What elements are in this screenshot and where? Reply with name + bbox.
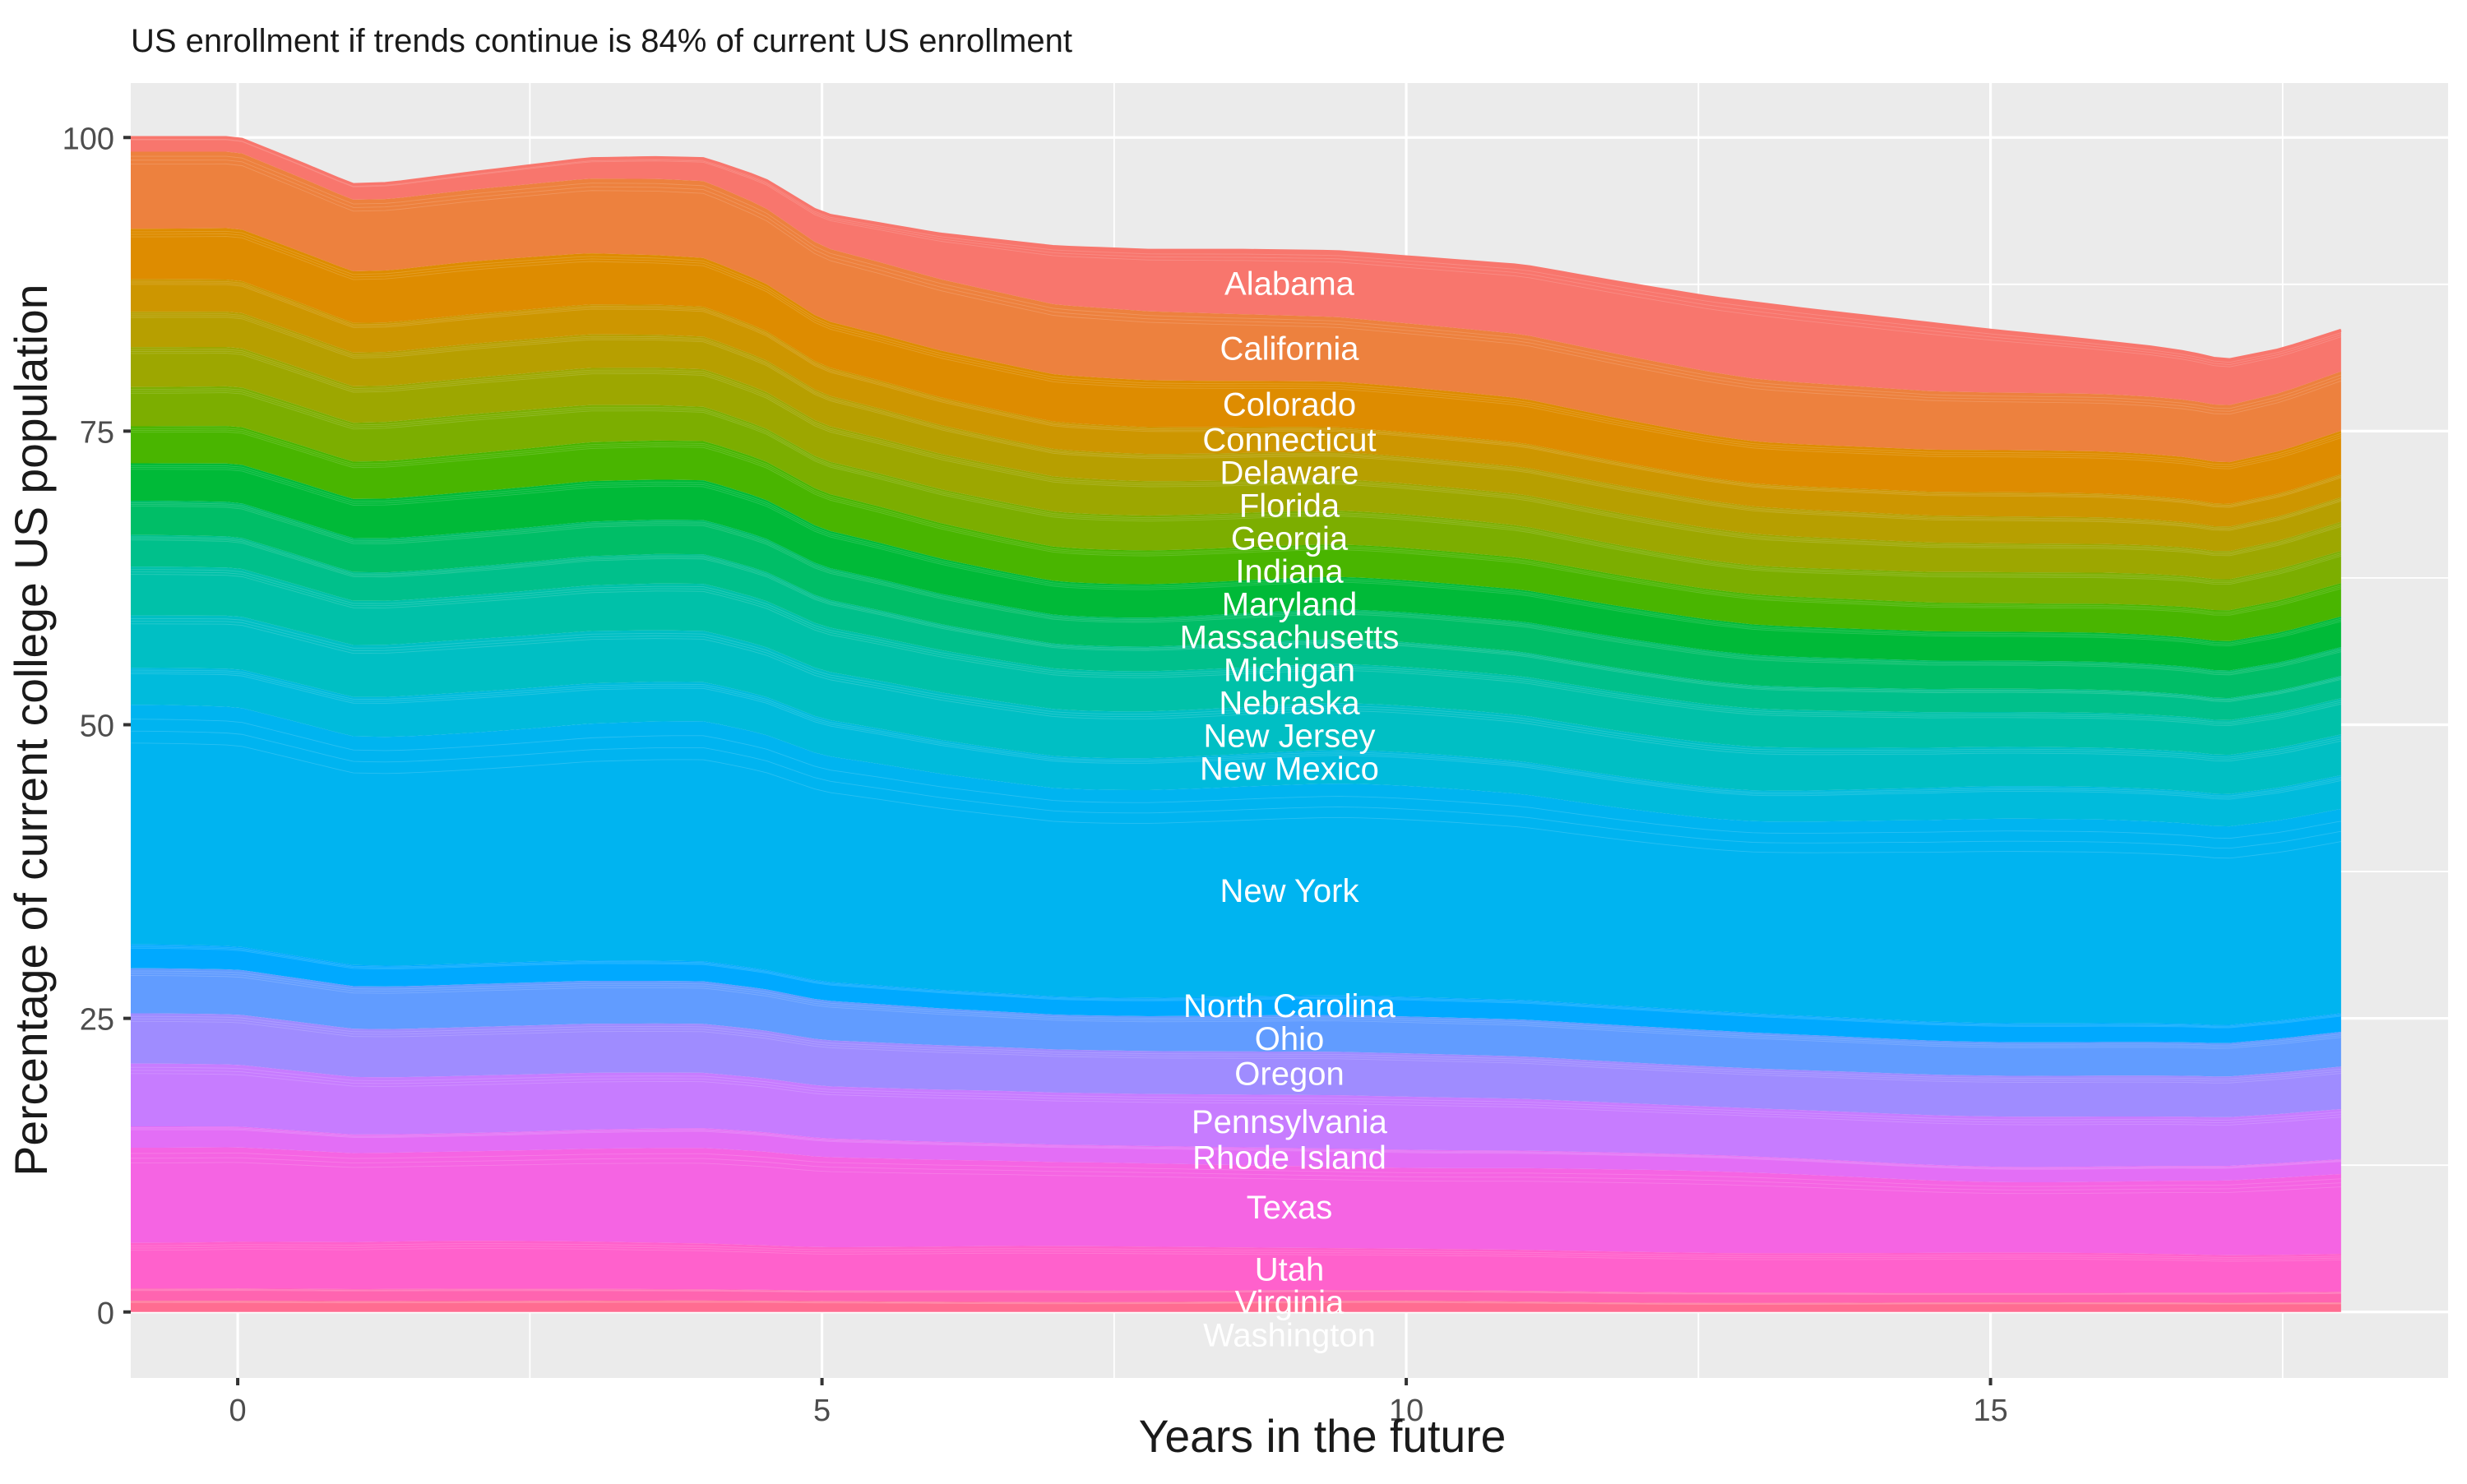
svg-text:Oregon: Oregon <box>1234 1056 1344 1092</box>
svg-text:Texas: Texas <box>1247 1190 1333 1226</box>
svg-text:Utah: Utah <box>1255 1251 1325 1288</box>
svg-text:New Mexico: New Mexico <box>1200 751 1379 788</box>
svg-text:0: 0 <box>97 1297 114 1331</box>
svg-text:100: 100 <box>62 122 114 156</box>
svg-text:15: 15 <box>1973 1394 2007 1428</box>
svg-text:California: California <box>1220 331 1359 368</box>
svg-text:Pennsylvania: Pennsylvania <box>1192 1104 1388 1140</box>
svg-text:Alabama: Alabama <box>1224 266 1355 303</box>
svg-text:Connecticut: Connecticut <box>1202 423 1376 459</box>
svg-text:Virginia: Virginia <box>1235 1284 1345 1320</box>
svg-text:Michigan: Michigan <box>1224 653 1355 689</box>
svg-text:75: 75 <box>80 415 114 450</box>
svg-text:5: 5 <box>813 1394 831 1428</box>
svg-text:0: 0 <box>229 1394 247 1428</box>
svg-text:Washington: Washington <box>1203 1317 1376 1353</box>
svg-text:Massachusetts: Massachusetts <box>1180 620 1400 656</box>
svg-text:Delaware: Delaware <box>1220 455 1358 492</box>
svg-text:Indiana: Indiana <box>1235 554 1344 590</box>
svg-text:50: 50 <box>80 710 114 744</box>
svg-text:25: 25 <box>80 1003 114 1038</box>
svg-text:New York: New York <box>1220 873 1359 909</box>
svg-text:Rhode Island: Rhode Island <box>1192 1140 1386 1176</box>
svg-text:Colorado: Colorado <box>1223 386 1356 423</box>
svg-text:Maryland: Maryland <box>1222 587 1358 623</box>
svg-text:New Jersey: New Jersey <box>1204 719 1376 755</box>
svg-text:North Carolina: North Carolina <box>1183 988 1396 1024</box>
svg-text:Nebraska: Nebraska <box>1219 686 1360 722</box>
svg-text:Ohio: Ohio <box>1255 1021 1325 1057</box>
svg-text:Florida: Florida <box>1239 488 1340 525</box>
svg-text:Georgia: Georgia <box>1231 521 1349 557</box>
